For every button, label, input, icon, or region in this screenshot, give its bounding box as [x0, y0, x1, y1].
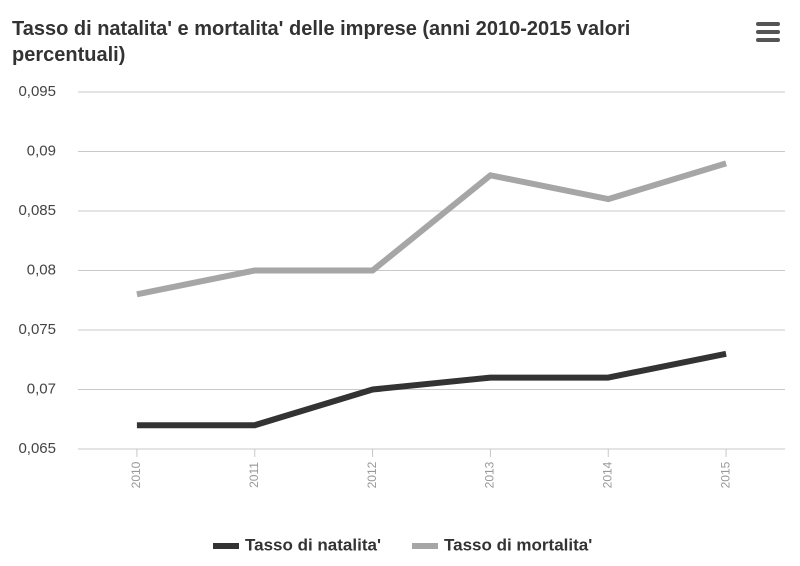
y-tick-label: 0,095	[18, 83, 56, 100]
x-tick-label: 2012	[365, 461, 379, 488]
menu-button[interactable]	[756, 22, 780, 42]
chart-title: Tasso di natalita' e mortalita' delle im…	[12, 18, 631, 66]
y-tick-label: 0,07	[27, 380, 56, 397]
y-tick-label: 0,09	[27, 142, 56, 159]
x-tick-label: 2015	[718, 461, 732, 488]
x-tick-label: 2014	[600, 461, 614, 488]
y-tick-label: 0,075	[18, 321, 56, 338]
line-series	[136, 160, 727, 298]
x-tick-label: 2010	[129, 461, 143, 488]
y-tick-label: 0,085	[18, 202, 56, 219]
x-tick-label: 2013	[483, 461, 497, 488]
y-tick-label: 0,08	[27, 261, 56, 278]
legend-label: Tasso di natalita'	[245, 535, 381, 554]
line-series	[136, 350, 727, 429]
legend-label: Tasso di mortalita'	[444, 535, 592, 554]
y-tick-label: 0,065	[18, 440, 56, 457]
x-tick-label: 2011	[247, 462, 261, 488]
